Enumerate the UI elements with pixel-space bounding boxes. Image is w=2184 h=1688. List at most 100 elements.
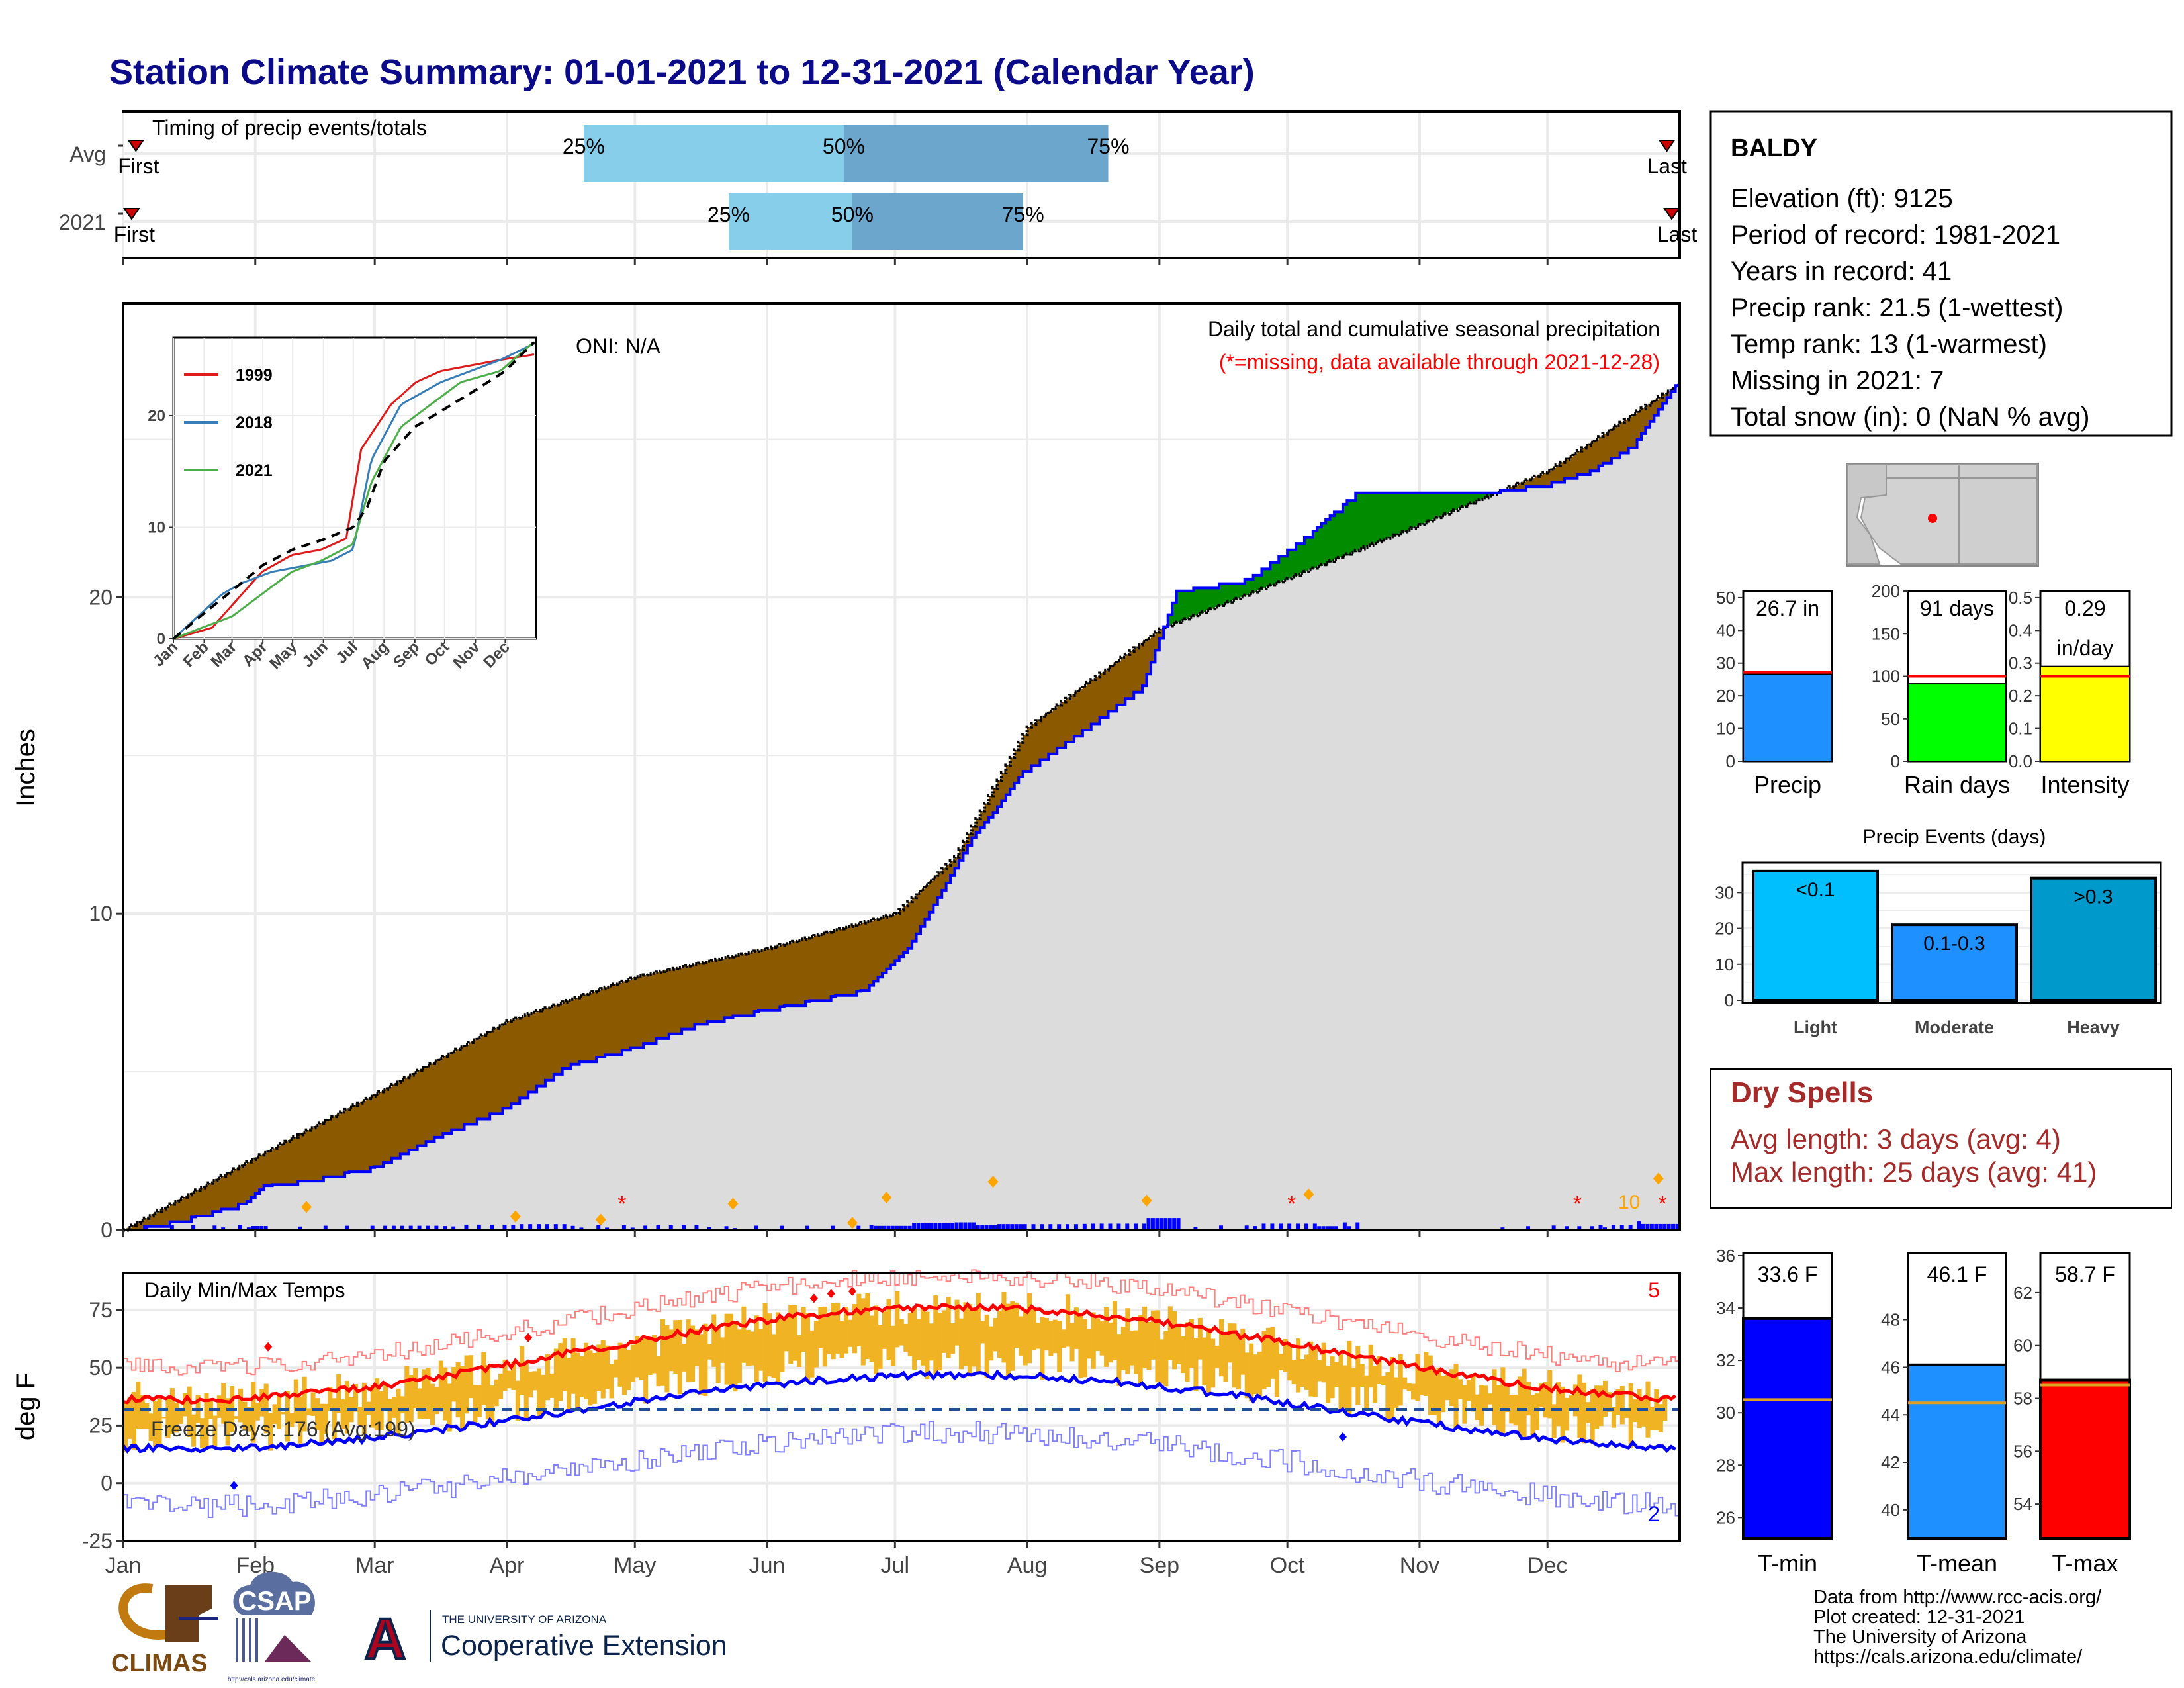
daily-temp-bar xyxy=(268,1413,273,1451)
daily-temp-bar xyxy=(1492,1369,1497,1425)
daily-precip-bar xyxy=(263,1226,268,1230)
daily-temp-bar xyxy=(541,1374,546,1413)
mini-bar-category-label: Rain days xyxy=(1904,771,2010,798)
daily-temp-bar xyxy=(174,1402,179,1433)
daily-temp-bar xyxy=(473,1385,478,1425)
daily-temp-bar xyxy=(698,1334,704,1395)
daily-temp-bar xyxy=(1321,1342,1326,1383)
daily-precip-bar xyxy=(967,1222,972,1230)
daily-temp-bar xyxy=(1253,1354,1258,1395)
temp-summary-tick-label: 42 xyxy=(1881,1452,1900,1472)
daily-temp-bar xyxy=(741,1306,747,1363)
record-low-count: 2 xyxy=(1648,1502,1660,1526)
daily-precip-bar xyxy=(570,1225,575,1230)
daily-precip-bar xyxy=(912,1223,917,1230)
daily-temp-bar xyxy=(498,1373,504,1399)
daily-temp-bar xyxy=(417,1388,422,1419)
temp-summary-value-label: 33.6 F xyxy=(1758,1262,1818,1286)
daily-temp-bar xyxy=(221,1383,226,1424)
daily-temp-bar xyxy=(1462,1385,1467,1424)
daily-precip-bar xyxy=(1326,1226,1330,1230)
daily-temp-bar xyxy=(1155,1310,1160,1383)
daily-temp-bar xyxy=(1424,1352,1429,1396)
daily-temp-bar xyxy=(123,1403,128,1452)
daily-temp-bar xyxy=(848,1319,853,1347)
daily-temp-bar xyxy=(1061,1329,1066,1348)
daily-temp-bar xyxy=(860,1298,866,1366)
daily-temp-bar xyxy=(328,1387,333,1411)
daily-precip-bar xyxy=(668,1225,673,1230)
first-event-marker xyxy=(122,208,140,220)
daily-temp-bar xyxy=(835,1302,841,1354)
precip-label-right-1: Daily total and cumulative seasonal prec… xyxy=(1208,317,1660,341)
daily-temp-bar xyxy=(809,1330,815,1378)
daily-temp-bar xyxy=(187,1386,192,1438)
daily-temp-bar xyxy=(711,1314,717,1367)
daily-temp-bar xyxy=(767,1313,772,1377)
daily-temp-bar xyxy=(1019,1316,1024,1356)
daily-temp-bar xyxy=(1530,1395,1535,1438)
daily-temp-bar xyxy=(443,1367,448,1421)
footer: CLIMAS CSAP http://cals.arizona.edu/clim… xyxy=(111,1571,2102,1683)
event-category-label: Light xyxy=(1794,1017,1837,1037)
daily-precip-bar xyxy=(1347,1226,1351,1230)
daily-precip-bar xyxy=(805,1225,809,1230)
daily-temp-bar xyxy=(775,1312,780,1383)
daily-precip-bar xyxy=(1666,1223,1671,1230)
daily-temp-bar xyxy=(626,1350,631,1391)
temp-summary-tick-label: 62 xyxy=(2013,1283,2032,1303)
daily-temp-bar xyxy=(907,1313,913,1356)
daily-precip-bar xyxy=(1270,1223,1275,1230)
daily-temp-bar xyxy=(1163,1331,1169,1387)
daily-precip-bar xyxy=(477,1224,481,1230)
daily-precip-bar xyxy=(916,1223,921,1230)
daily-temp-bar xyxy=(993,1318,998,1352)
daily-precip-bar xyxy=(259,1226,264,1230)
mini-bar-value xyxy=(1743,673,1833,763)
last-label: Last xyxy=(1647,154,1687,178)
daily-temp-bar xyxy=(413,1368,418,1409)
event-diamond-marker xyxy=(1141,1194,1152,1207)
temp-summary-chart-2: 54 56 58 60 62 58.7 F T-max xyxy=(2013,1252,2131,1577)
daily-temp-bar xyxy=(251,1382,256,1443)
timing-pct-label: 50% xyxy=(831,203,874,226)
daily-temp-bar xyxy=(690,1325,696,1382)
daily-temp-bar xyxy=(1355,1346,1361,1405)
timing-pct-label: 25% xyxy=(563,134,605,158)
daily-temp-bar xyxy=(468,1355,473,1399)
daily-temp-bar xyxy=(605,1345,610,1389)
daily-temp-bar xyxy=(1572,1384,1578,1417)
daily-precip-bar xyxy=(950,1223,955,1230)
daily-temp-bar xyxy=(1513,1395,1518,1426)
daily-precip-bar xyxy=(251,1226,255,1230)
timing-title: Timing of precip events/totals xyxy=(152,116,427,140)
daily-temp-bar xyxy=(980,1321,985,1344)
precip-label-right-2: (*=missing, data available through 2021-… xyxy=(1219,350,1660,374)
daily-temp-bar xyxy=(464,1355,469,1414)
first-label: First xyxy=(114,222,155,246)
daily-temp-bar xyxy=(1330,1356,1335,1399)
inset-lines xyxy=(172,341,535,640)
info-line: Temp rank: 13 (1-warmest) xyxy=(1731,330,2047,359)
daily-temp-bar xyxy=(1628,1383,1633,1448)
event-bar xyxy=(2030,876,2157,1002)
info-line: Period of record: 1981-2021 xyxy=(1731,220,2060,250)
daily-temp-bar xyxy=(1116,1334,1122,1386)
dry-spells-max: Max length: 25 days (avg: 41) xyxy=(1731,1156,2097,1188)
daily-temp-bar xyxy=(869,1315,874,1362)
daily-precip-bar xyxy=(980,1225,985,1230)
daily-temp-bar xyxy=(1449,1369,1455,1407)
daily-temp-bar xyxy=(827,1314,832,1354)
daily-precip-bar xyxy=(899,1225,903,1230)
daily-temp-bar xyxy=(1526,1382,1531,1416)
precip-y-axis-label: Inches xyxy=(11,729,40,807)
daily-temp-bar xyxy=(1334,1362,1340,1387)
mini-bar-tick-label: 150 xyxy=(1872,624,1900,643)
temp-summary-tick-label: 56 xyxy=(2013,1441,2032,1461)
temp-y-tick-label: 0 xyxy=(101,1472,113,1495)
daily-temp-bar xyxy=(234,1416,239,1419)
temp-summary-value-label: 46.1 F xyxy=(1927,1262,1987,1286)
marker-count-label: 10 xyxy=(1618,1192,1640,1213)
temp-summary-bar xyxy=(2039,1378,2131,1540)
